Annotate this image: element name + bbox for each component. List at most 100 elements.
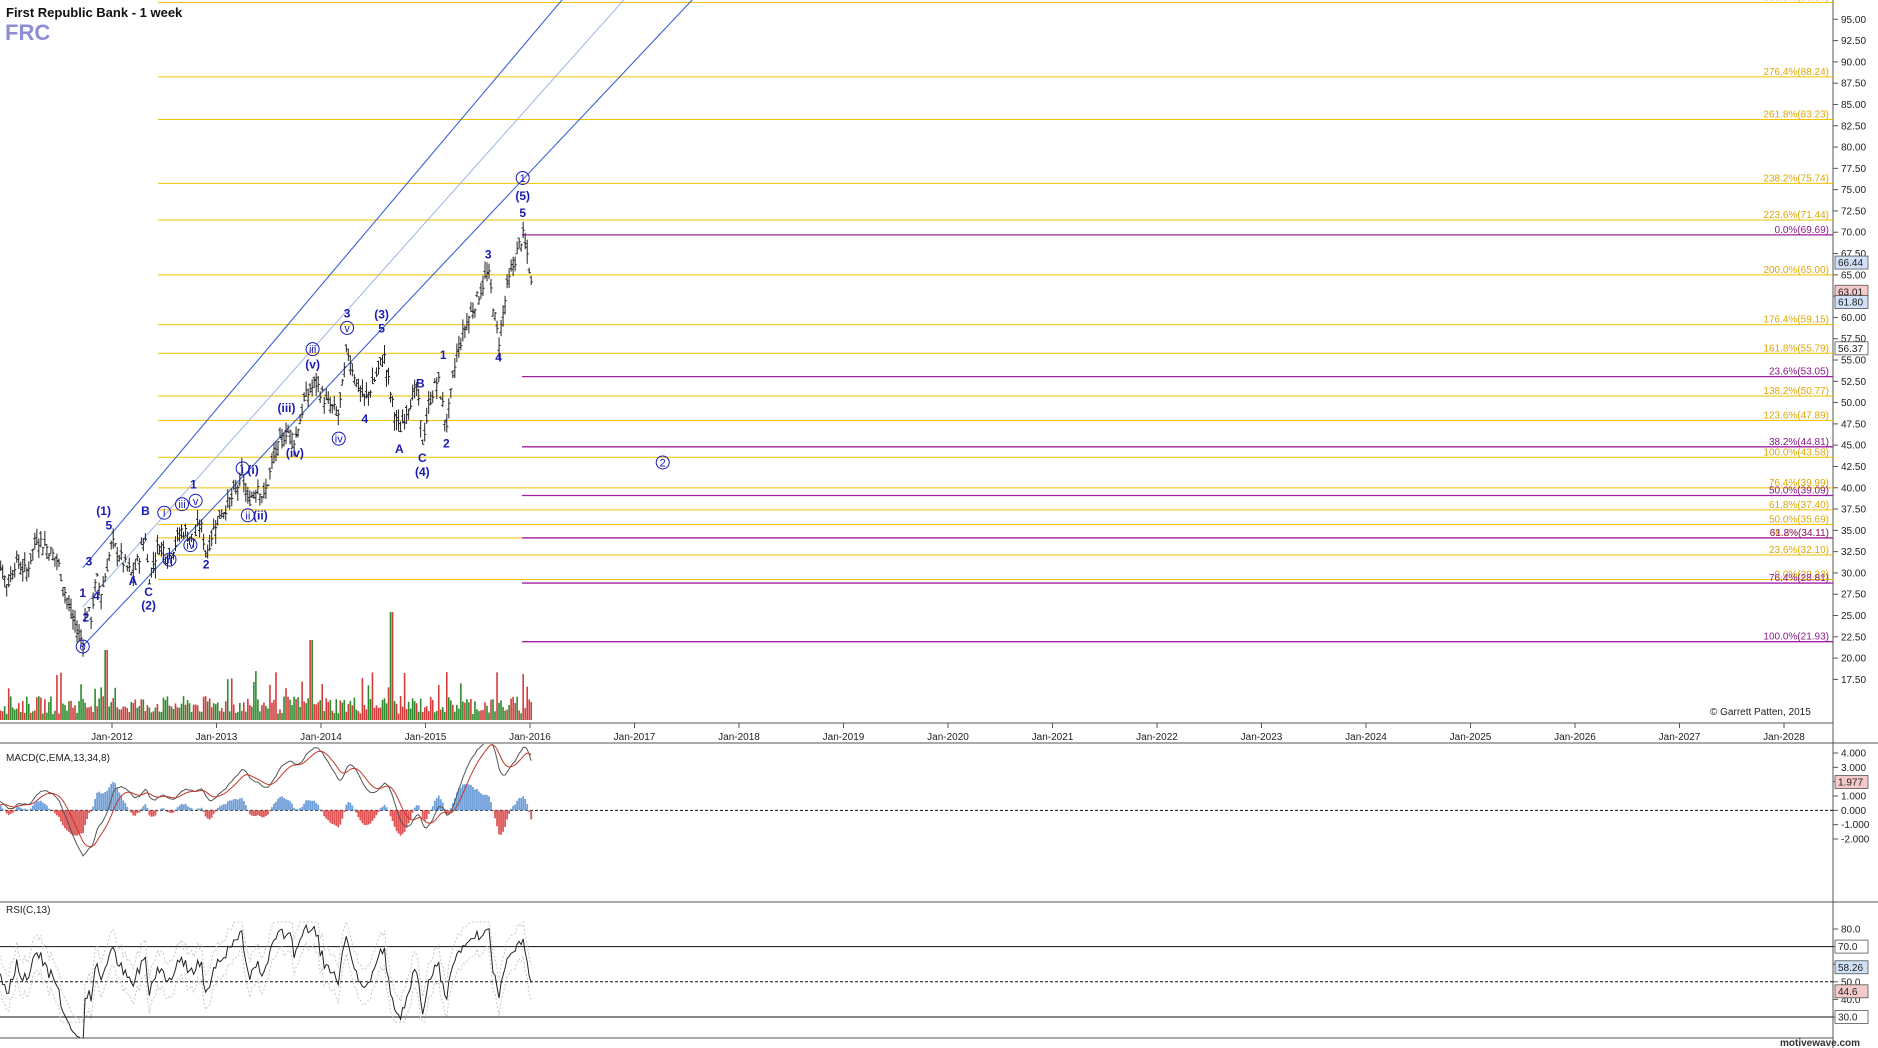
volume-bar <box>327 702 330 720</box>
volume-bar <box>202 696 205 720</box>
macd-histogram-bar <box>216 807 219 811</box>
macd-histogram-bar <box>17 806 20 811</box>
macd-histogram-bar <box>234 798 237 811</box>
volume-bar <box>530 702 533 720</box>
macd-histogram-bar <box>182 804 185 811</box>
x-tick-label: Jan-2028 <box>1763 732 1805 743</box>
y-tick-label: 65.00 <box>1841 270 1866 281</box>
volume-bar <box>104 650 106 720</box>
macd-histogram-bar <box>421 810 424 819</box>
price-axis[interactable]: 95.00 92.50 90.00 87.50 85.00 82.50 80.00 77.50… <box>1833 15 1866 686</box>
wave-label-circle <box>188 493 203 508</box>
volume-bar <box>212 703 215 720</box>
macd-histogram-bar <box>33 802 36 811</box>
macd-histogram-bar <box>530 810 533 820</box>
macd-title: MACD(C,EMA,13,34,8) <box>6 753 110 764</box>
wave-label: 0 <box>80 641 86 653</box>
volume-bar <box>98 698 100 720</box>
wave-label: (4) <box>415 465 430 479</box>
volume-bar <box>295 699 297 720</box>
volume-bar <box>130 702 133 720</box>
volume-bar <box>78 701 80 720</box>
volume-bar <box>345 711 348 720</box>
macd-histogram-bar <box>508 810 510 814</box>
macd-histogram-bar <box>502 810 504 832</box>
macd-histogram-bar <box>172 810 175 813</box>
volume-bar <box>257 699 259 720</box>
macd-signal-line <box>0 744 532 848</box>
macd-histogram-bar <box>425 810 428 819</box>
macd-histogram-bar <box>104 791 107 811</box>
symbol-label: FRC <box>5 20 50 45</box>
price-pane[interactable] <box>0 0 1833 723</box>
rsi-badge <box>1834 939 1869 954</box>
macd-histogram-bar <box>54 810 56 814</box>
macd-histogram-bar <box>461 784 464 811</box>
volume-bar <box>441 707 444 720</box>
rsi-badge-label: 44.6 <box>1838 987 1858 998</box>
macd-histogram-bar <box>15 807 18 811</box>
macd-histogram-bar <box>102 793 105 811</box>
wave-label: A <box>129 574 138 588</box>
volume-bar <box>510 698 512 720</box>
volume-bar <box>166 696 169 720</box>
wave-label: A <box>395 442 404 456</box>
fib-extension-label: 238.2%(75.74) <box>1763 173 1829 184</box>
channel-upper-line <box>82 0 563 569</box>
wave-label-circle <box>655 455 670 470</box>
volume-bar <box>381 699 384 720</box>
wave-label-circle <box>162 552 177 567</box>
volume-bar <box>226 679 229 720</box>
volume-bar <box>512 696 514 720</box>
macd-histogram-bar <box>98 791 101 811</box>
price-badge-label: 63.01 <box>1838 287 1863 298</box>
macd-histogram-bar <box>470 785 472 811</box>
macd-histogram-bar <box>180 803 183 811</box>
macd-histogram-bar <box>208 810 211 820</box>
macd-histogram-bar <box>168 810 171 813</box>
macd-histogram-bar <box>88 810 90 814</box>
macd-histogram-bar <box>335 810 338 826</box>
volume-bar <box>389 612 392 720</box>
price-badge-label: 61.80 <box>1838 298 1863 309</box>
wave-label: i <box>241 463 243 475</box>
volume-bar <box>460 683 462 720</box>
volume-bar <box>245 711 247 720</box>
x-tick-label: Jan-2027 <box>1659 732 1701 743</box>
volume-bar <box>313 704 315 720</box>
fib-extension-label: 200.0%(65.00) <box>1763 265 1829 276</box>
volume-bar <box>283 696 285 720</box>
volume-bar <box>279 709 281 720</box>
macd-histogram-bar <box>35 801 38 811</box>
rsi-pane[interactable] <box>0 920 1833 1042</box>
fib-extension-label: 100.0%(43.58) <box>1763 447 1829 458</box>
volume-bar <box>5 713 8 720</box>
macd-histogram-bar <box>126 806 129 811</box>
date-axis[interactable]: Jan-2012 Jan-2013 Jan-2014 Jan-2015 Jan-2016… <box>91 723 1805 743</box>
macd-histogram-bar <box>236 799 239 811</box>
wave-label: B <box>416 376 425 390</box>
fib-retracement-label: 38.2%(44.81) <box>1769 437 1829 448</box>
macd-histogram-bar <box>246 809 249 811</box>
macd-histogram-bar <box>220 805 223 811</box>
volume-bar <box>42 713 44 720</box>
volume-bar <box>520 713 522 720</box>
macd-histogram-bar <box>319 809 322 811</box>
macd-histogram-bar <box>21 809 24 811</box>
macd-histogram-bar <box>80 810 82 834</box>
volume-bar <box>259 711 261 720</box>
volume-bar <box>7 688 10 720</box>
macd-histogram-bar <box>82 810 84 834</box>
macd-pane[interactable] <box>0 738 1833 857</box>
macd-histogram-bar <box>435 798 438 811</box>
macd-histogram-bar <box>393 810 396 827</box>
volume-bar <box>359 713 362 720</box>
volume-bar <box>206 701 209 720</box>
volume-bar <box>291 705 293 720</box>
fib-extension-label: 138.2%(50.77) <box>1763 386 1829 397</box>
wave-label: v <box>344 323 350 335</box>
volume-bar <box>289 699 291 720</box>
volume-bar <box>409 708 412 720</box>
macd-histogram-bar <box>379 808 382 811</box>
volume-bar <box>464 702 466 720</box>
